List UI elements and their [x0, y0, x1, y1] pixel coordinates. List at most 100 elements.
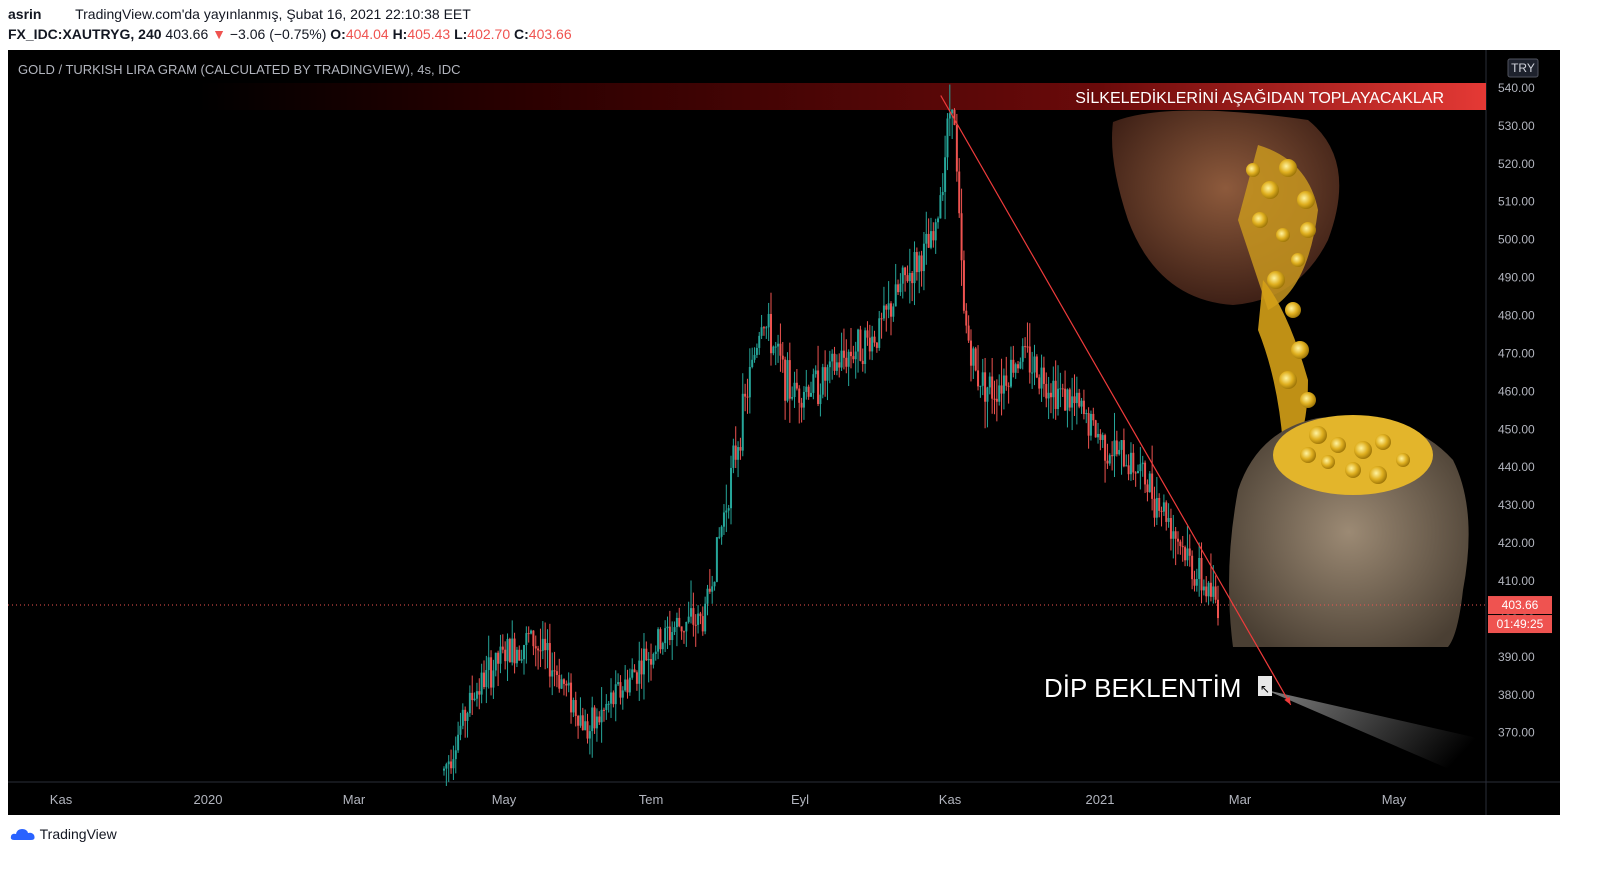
candle-body [567, 682, 570, 686]
candle-body [518, 649, 521, 661]
candle-body [579, 715, 582, 726]
candle-body [894, 284, 897, 307]
trendline[interactable] [940, 95, 1292, 706]
candle-body [1002, 375, 1005, 394]
candle-body [1205, 586, 1208, 597]
candle-body [967, 325, 970, 341]
candle-body [607, 703, 610, 705]
open-value: 404.04 [345, 26, 389, 42]
candle-body [718, 536, 721, 538]
pot-coin-mass [1238, 145, 1318, 310]
candle-body [1052, 380, 1055, 398]
candle-body [751, 359, 754, 367]
candle-body [857, 329, 860, 352]
candle-body [511, 638, 514, 663]
candle-body [697, 613, 700, 625]
banner-bar [198, 83, 1486, 110]
candle-body [450, 761, 453, 769]
tradingview-logo[interactable]: TradingView [10, 826, 117, 842]
author-name[interactable]: asrin [8, 6, 42, 22]
candle-body [746, 396, 749, 398]
candle-body [1097, 433, 1100, 438]
candle-body [1026, 346, 1029, 348]
symbol-label: FX_IDC:XAUTRYG, 240 [8, 26, 162, 42]
candle-body [1132, 452, 1135, 473]
candle-body [779, 343, 782, 356]
coin-icon [1285, 302, 1301, 318]
candle-body [610, 692, 613, 704]
candle-body [800, 402, 803, 408]
close-value: 403.66 [528, 26, 572, 42]
candle-body [694, 624, 697, 626]
candle-body [1209, 582, 1212, 597]
candle-body [1064, 388, 1067, 411]
candle-body [854, 351, 857, 360]
candle-body [527, 633, 530, 635]
candle-body [1162, 502, 1165, 512]
candle-body [991, 376, 994, 399]
candle-body [501, 646, 504, 650]
candle-body [901, 267, 904, 284]
candle-body [807, 386, 810, 397]
chart-panel[interactable]: SİLKELEDİKLERİNİ AŞAĞIDAN TOPLAYACAKLAR … [8, 50, 1560, 815]
time-tick-label: Eyl [791, 792, 809, 807]
candle-body [548, 643, 551, 677]
price-tick-label: 460.00 [1498, 384, 1535, 398]
candle-body [722, 512, 725, 527]
candle-body [892, 306, 895, 317]
candle-body [1101, 435, 1104, 440]
candle-body [1017, 364, 1020, 369]
candle-body [497, 652, 500, 664]
candle-body [784, 359, 787, 401]
candle-body [555, 671, 558, 675]
candle-body [998, 385, 1001, 402]
candle-body [974, 348, 977, 371]
currency-badge-label[interactable]: TRY [1511, 61, 1535, 75]
candle-body [704, 603, 707, 632]
candle-body [1217, 599, 1219, 619]
tradingview-brand: TradingView [39, 826, 117, 842]
candle-body [810, 392, 813, 397]
candle-body [984, 372, 987, 402]
candle-body [1082, 400, 1085, 415]
candle-body [795, 382, 798, 389]
candle-body [965, 310, 968, 326]
candle-body [852, 356, 855, 360]
candle-body [849, 351, 852, 357]
candle-body [866, 330, 869, 338]
price-tick-label: 510.00 [1498, 195, 1535, 209]
ohlc-line: FX_IDC:XAUTRYG, 240 403.66 ▼ −3.06 (−0.7… [8, 26, 572, 42]
sack-coin-pile [1273, 415, 1433, 495]
candle-body [487, 657, 490, 671]
coin-icon [1300, 447, 1316, 463]
candle-body [715, 537, 718, 582]
candle-body [562, 679, 565, 684]
candle-body [793, 382, 796, 398]
price-change: −3.06 (−0.75%) [229, 26, 327, 42]
candle-body [977, 370, 980, 387]
publish-info: TradingView.com'da yayınlanmış, Şubat 16… [75, 6, 471, 22]
candle-body [466, 713, 469, 721]
time-tick-label: Kas [939, 792, 962, 807]
dip-annotation[interactable]: DİP BEKLENTİM [1044, 673, 1241, 703]
candle-body [586, 721, 589, 739]
candle-body [581, 715, 584, 731]
candle-body [1195, 578, 1198, 586]
coin-icon [1300, 392, 1316, 408]
low-value: 402.70 [467, 26, 511, 42]
candle-body [993, 398, 996, 400]
candle-body [522, 645, 525, 660]
price-chart[interactable]: SİLKELEDİKLERİNİ AŞAĞIDAN TOPLAYACAKLAR … [8, 50, 1560, 815]
candle-body [1144, 462, 1147, 485]
candle-body [915, 252, 918, 273]
candle-body [833, 353, 836, 371]
price-tick-label: 450.00 [1498, 422, 1535, 436]
price-axis: 370.00380.00390.00400.00410.00420.00430.… [1498, 81, 1535, 740]
candle-body [904, 267, 907, 276]
candle-body [708, 588, 711, 592]
candle-body [774, 346, 777, 348]
trendline-arrowhead [1284, 696, 1291, 705]
candle-body [868, 337, 871, 352]
candle-body [595, 716, 598, 729]
candle-body [760, 327, 763, 336]
